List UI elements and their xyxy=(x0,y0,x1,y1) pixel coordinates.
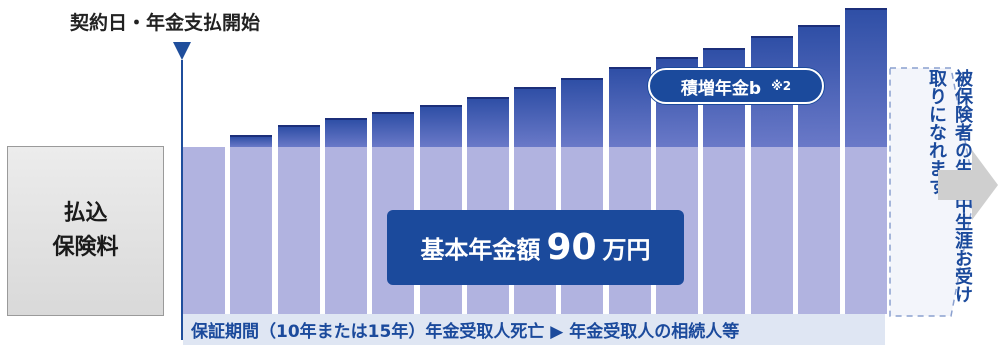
accumulated-annuity-segment xyxy=(514,86,557,147)
basic-annuity-segment xyxy=(703,147,746,314)
basic-annuity-segment xyxy=(324,147,367,314)
accumulated-annuity-segment xyxy=(230,134,273,147)
lifetime-payment-box: 被保険者の生存中生涯お受け取りになれます xyxy=(889,67,977,317)
basic-annuity-box: 基本年金額 90 万円 xyxy=(387,210,684,285)
basic-annuity-number: 90 xyxy=(546,227,597,268)
start-label: 契約日・年金支払開始 xyxy=(70,12,261,34)
annuity-bar xyxy=(324,118,367,314)
start-marker-icon xyxy=(173,42,191,60)
accumulated-annuity-segment xyxy=(466,96,509,147)
basic-annuity-label: 基本年金額 xyxy=(420,236,541,264)
basic-annuity-segment xyxy=(797,147,840,314)
accumulated-annuity-segment xyxy=(419,104,462,147)
accumulated-annuity-segment xyxy=(561,78,604,147)
annuity-bar xyxy=(845,8,888,314)
basic-annuity-segment xyxy=(230,147,273,314)
basic-annuity-segment xyxy=(750,147,793,314)
accumulated-annuity-segment xyxy=(608,66,651,147)
accumulated-annuity-segment xyxy=(372,111,415,147)
annuity-bar xyxy=(230,134,273,314)
guarantee-period-band: 保証期間（10年または15年）年金受取人死亡 ▶ 年金受取人の相続人等 xyxy=(183,314,885,345)
annuity-bar xyxy=(183,147,225,314)
annuity-bar xyxy=(703,48,746,314)
accumulated-label: 積増年金b xyxy=(680,78,762,99)
start-line xyxy=(181,60,183,340)
accumulated-annuity-badge: 積増年金b ※2 xyxy=(648,68,824,104)
lifetime-box-outline xyxy=(889,67,976,317)
premium-box: 払込 保険料 xyxy=(7,146,164,316)
basic-annuity-segment xyxy=(183,147,225,314)
accumulated-annuity-segment xyxy=(277,124,320,147)
continue-arrow-icon xyxy=(938,150,998,220)
premium-label-line1: 払込 xyxy=(63,201,108,226)
premium-label-line2: 保険料 xyxy=(52,235,119,260)
basic-annuity-segment xyxy=(845,147,888,314)
accumulated-note: ※2 xyxy=(771,79,792,93)
accumulated-annuity-segment xyxy=(324,118,367,147)
annuity-bar xyxy=(277,124,320,314)
basic-annuity-unit: 万円 xyxy=(602,236,651,264)
basic-annuity-segment xyxy=(277,147,320,314)
accumulated-annuity-segment xyxy=(845,8,888,147)
